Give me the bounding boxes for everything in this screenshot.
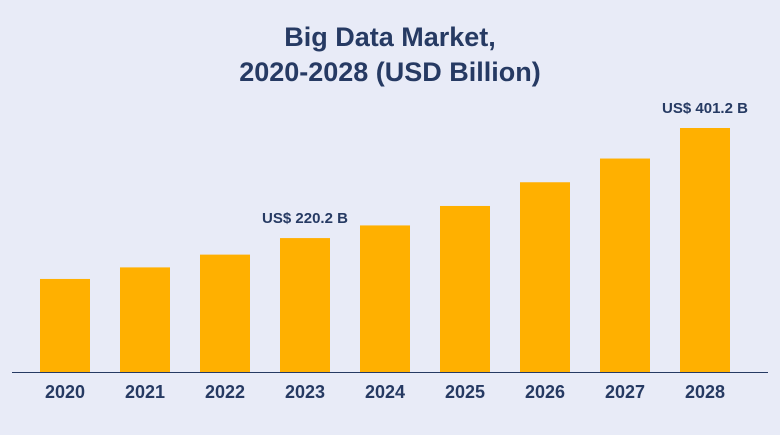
bar <box>520 182 570 372</box>
x-tick-label: 2028 <box>685 382 725 402</box>
bar <box>600 158 650 372</box>
x-tick-label: 2027 <box>605 382 645 402</box>
x-tick-label: 2022 <box>205 382 245 402</box>
x-tick-label: 2024 <box>365 382 405 402</box>
chart-title: Big Data Market, <box>284 22 496 52</box>
bar <box>360 225 410 372</box>
bar <box>40 278 90 372</box>
x-tick-label: 2026 <box>525 382 565 402</box>
bar <box>280 238 330 372</box>
value-label: US$ 220.2 B <box>262 210 348 227</box>
bar <box>680 128 730 372</box>
x-tick-label: 2025 <box>445 382 485 402</box>
x-tick-label: 2020 <box>45 382 85 402</box>
chart-title: 2020-2028 (USD Billion) <box>239 57 541 87</box>
x-tick-label: 2023 <box>285 382 325 402</box>
bar <box>440 205 490 372</box>
bar <box>120 267 170 372</box>
value-label: US$ 401.2 B <box>662 100 748 117</box>
x-tick-label: 2021 <box>125 382 165 402</box>
bar <box>200 254 250 372</box>
